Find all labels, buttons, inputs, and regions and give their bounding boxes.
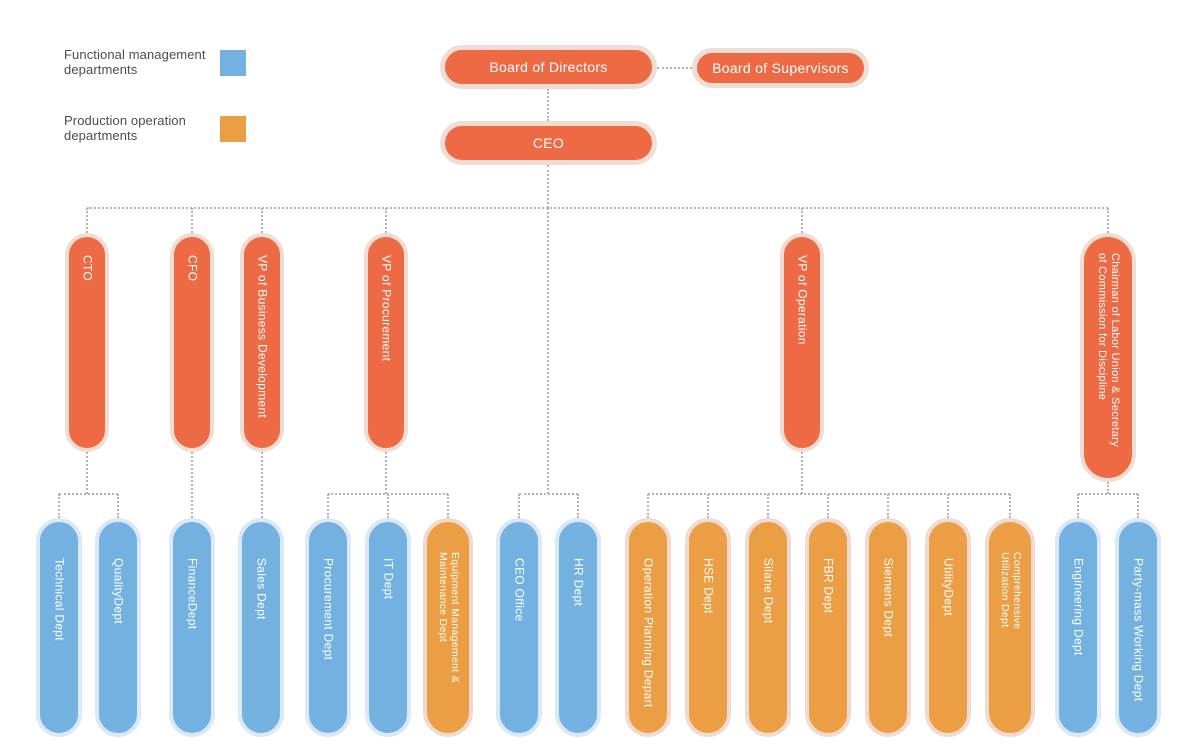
connector-line (191, 208, 193, 233)
legend-item-functional: Functional management departments (64, 47, 246, 78)
connector-line (1009, 494, 1011, 518)
org-node-board-of-directors: Board of Directors (440, 45, 657, 89)
connector-line (887, 494, 889, 518)
connector-line (647, 494, 649, 518)
org-node-vp-of-operation: VP of Operation (780, 233, 824, 452)
org-node-label: Technical Dept (52, 558, 67, 641)
org-node-label: VP of Business Development (255, 255, 270, 418)
org-node-hse-dept: HSE Dept (685, 518, 731, 737)
org-node-technical-dept: Technical Dept (36, 518, 82, 737)
connector-line (87, 207, 1108, 209)
org-node-label: Comprehensive Utilization Dept (999, 552, 1023, 630)
org-node-label: UtilityDept (941, 558, 956, 616)
org-node-utilitydept: UtilityDept (925, 518, 971, 737)
connector-line (58, 494, 60, 518)
org-node-label: CTO (80, 255, 95, 282)
org-node-label: FinanceDept (185, 558, 200, 630)
connector-line (1077, 494, 1079, 518)
connector-line (59, 493, 118, 495)
connector-line (261, 208, 263, 233)
org-node-cfo: CFO (170, 233, 214, 452)
connector-line (86, 208, 88, 233)
org-node-equipment-management-and-maintenance-dept: Equipment Management & Maintenance Dept (423, 518, 473, 737)
org-node-party-mass-working-dept: Party-mass Working Dept (1115, 518, 1161, 737)
org-node-label: Procurement Dept (321, 558, 336, 661)
connector-line (1137, 494, 1139, 518)
org-node-financedept: FinanceDept (169, 518, 215, 737)
org-node-operation-planning-depart: Operation Planning Depart (625, 518, 671, 737)
org-node-label: Operation Planning Depart (641, 558, 656, 708)
connector-line (947, 494, 949, 518)
org-node-label: Equipment Management & Maintenance Dept (437, 552, 461, 683)
connector-line (1078, 493, 1138, 495)
org-node-label: Sales Dept (254, 558, 269, 620)
connector-line (547, 89, 549, 121)
connector-line (518, 494, 520, 518)
org-node-vp-of-procurement: VP of Procurement (364, 233, 408, 452)
org-node-label: Party-mass Working Dept (1131, 558, 1146, 702)
legend-swatch-functional (220, 50, 246, 76)
org-node-label: CEO (532, 135, 565, 151)
org-node-comprehensive-utilization-dept: Comprehensive Utilization Dept (985, 518, 1035, 737)
connector-line (547, 208, 549, 494)
org-node-cto: CTO (65, 233, 109, 452)
connector-line (519, 493, 578, 495)
connector-line (261, 452, 263, 518)
org-node-label: HR Dept (571, 558, 586, 607)
org-node-engineering-dept: Engineering Dept (1055, 518, 1101, 737)
connector-line (117, 494, 119, 518)
org-node-label: Silane Dept (761, 558, 776, 624)
org-node-qualitydept: QualityDept (95, 518, 141, 737)
connector-line (767, 494, 769, 518)
org-node-it-dept: IT Dept (365, 518, 411, 737)
legend-item-production: Production operation departments (64, 113, 246, 144)
connector-line (547, 165, 549, 208)
org-node-ceo-office: CEO Office (496, 518, 542, 737)
org-node-label: Board of Directors (489, 59, 608, 75)
org-node-hr-dept: HR Dept (555, 518, 601, 737)
connector-line (1107, 482, 1109, 494)
org-node-silane-dept: Silane Dept (745, 518, 791, 737)
connector-line (801, 208, 803, 233)
org-node-siemens-dept: Siemens Dept (865, 518, 911, 737)
org-node-label: Chairman of Labor Union & Secretary of C… (1096, 253, 1122, 447)
connector-line (657, 67, 692, 69)
org-node-label: VP of Operation (795, 255, 810, 345)
org-node-label: Siemens Dept (881, 558, 896, 637)
connector-line (577, 494, 579, 518)
org-node-label: VP of Procurement (379, 255, 394, 362)
org-node-board-of-supervisors: Board of Supervisors (692, 48, 869, 88)
org-node-vp-of-business-development: VP of Business Development (240, 233, 284, 452)
org-node-label: CFO (185, 255, 200, 282)
connector-line (327, 494, 329, 518)
org-node-label: Engineering Dept (1071, 558, 1086, 656)
connector-line (1107, 208, 1109, 233)
connector-line (385, 452, 387, 494)
org-node-label: Board of Supervisors (712, 60, 849, 76)
legend-label-functional: Functional management departments (64, 47, 206, 78)
connector-line (707, 494, 709, 518)
org-node-label: FBR Dept (821, 558, 836, 614)
org-node-label: IT Dept (381, 558, 396, 600)
connector-line (648, 493, 1010, 495)
connector-line (801, 452, 803, 494)
connector-line (86, 452, 88, 494)
org-node-fbr-dept: FBR Dept (805, 518, 851, 737)
connector-line (387, 494, 389, 518)
org-node-ceo: CEO (440, 121, 657, 165)
org-node-label: QualityDept (111, 558, 126, 624)
org-node-chairman-of-labor-union-and-secretary-of-commission-for-discipline: Chairman of Labor Union & Secretary of C… (1080, 233, 1136, 482)
connector-line (191, 452, 193, 518)
org-node-label: HSE Dept (701, 558, 716, 614)
org-node-sales-dept: Sales Dept (238, 518, 284, 737)
legend-swatch-production (220, 116, 246, 142)
legend-label-production: Production operation departments (64, 113, 186, 144)
connector-line (385, 208, 387, 233)
org-node-procurement-dept: Procurement Dept (305, 518, 351, 737)
connector-line (447, 494, 449, 518)
org-node-label: CEO Office (512, 558, 527, 622)
connector-line (827, 494, 829, 518)
